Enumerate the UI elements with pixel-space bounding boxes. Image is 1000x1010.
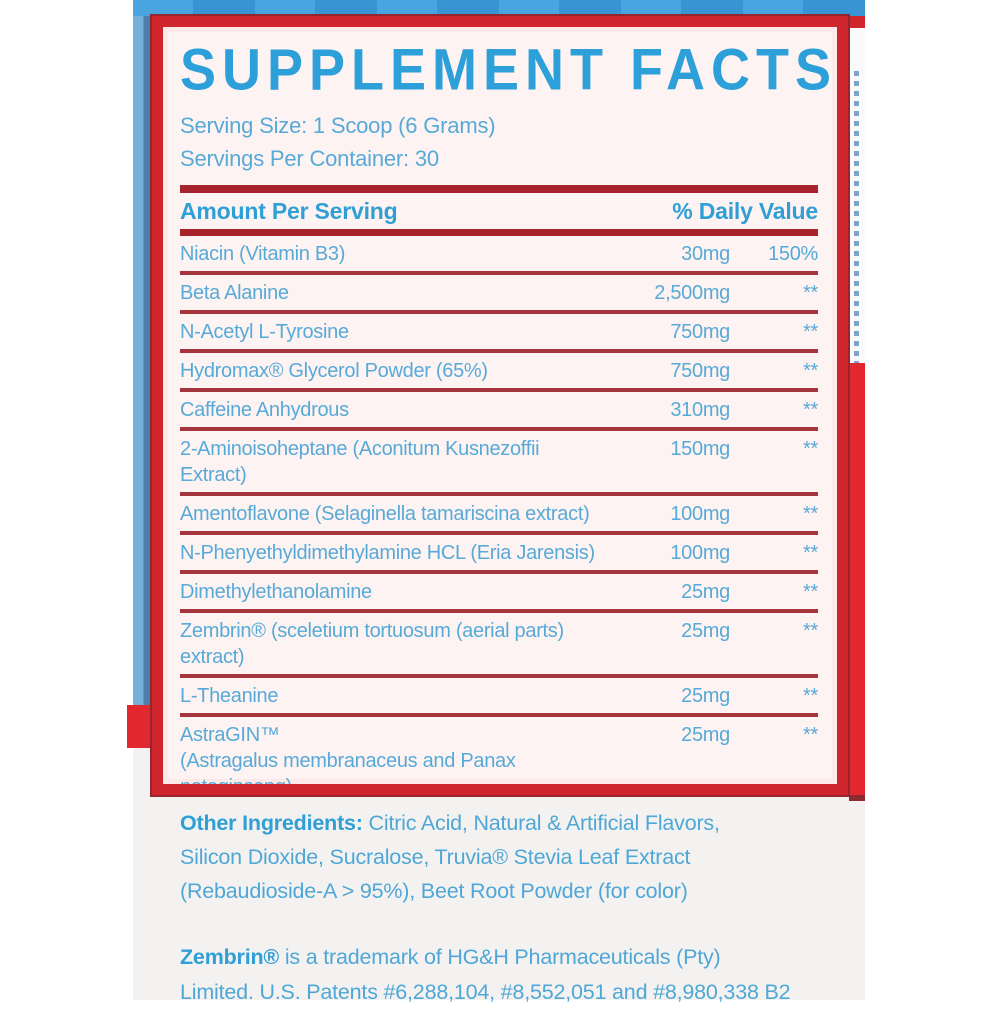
panel-title: SUPPLEMENT FACTS — [180, 37, 838, 103]
ingredient-amount: 25mg — [681, 724, 730, 746]
table-row: L-Theanine 25mg ** — [180, 678, 818, 717]
ingredient-name: Hydromax® Glycerol Powder (65%) — [180, 360, 488, 382]
ingredient-dv: ** — [803, 360, 818, 382]
vertical-microtext — [854, 71, 859, 366]
ingredient-name: 2-Aminoisoheptane (Aconitum Kusnezoffii … — [180, 438, 540, 486]
table-row: Dimethylethanolamine 25mg ** — [180, 574, 818, 613]
ingredient-amount: 2,500mg — [654, 282, 730, 304]
ingredient-dv: ** — [803, 321, 818, 343]
trademark-line2: Limited. U.S. Patents #6,288,104, #8,552… — [180, 980, 791, 1004]
table-row: 2-Aminoisoheptane (Aconitum Kusnezoffii … — [180, 431, 818, 496]
ingredient-dv: ** — [803, 620, 818, 642]
left-blue-strip — [133, 16, 152, 705]
table-row: Caffeine Anhydrous 310mg ** — [180, 392, 818, 431]
ingredient-name: AstraGIN™ — [180, 724, 280, 746]
ingredient-amount: 750mg — [670, 360, 730, 382]
serving-info: Serving Size: 1 Scoop (6 Grams) Servings… — [180, 109, 818, 175]
ingredient-dv: ** — [803, 685, 818, 707]
other-ingredients-paragraph: Other Ingredients: Citric Acid, Natural … — [180, 806, 800, 908]
other-ingredients-label: Other Ingredients: — [180, 811, 363, 835]
other-ingredients-line1: Other Ingredients: Citric Acid, Natural … — [180, 811, 720, 835]
ingredient-name: Amentoflavone (Selaginella tamariscina e… — [180, 503, 590, 525]
ingredient-dv: ** — [803, 503, 818, 525]
ingredient-name: Beta Alanine — [180, 282, 289, 304]
table-row: Hydromax® Glycerol Powder (65%) 750mg ** — [180, 353, 818, 392]
ingredient-name: Caffeine Anhydrous — [180, 399, 349, 421]
ingredient-amount: 100mg — [670, 542, 730, 564]
table-row: N-Phenyethyldimethylamine HCL (Eria Jare… — [180, 535, 818, 574]
other-ingredients-line3: (Rebaudioside-A > 95%), Beet Root Powder… — [180, 879, 688, 903]
ingredient-amount: 150mg — [670, 438, 730, 460]
ingredient-amount: 25mg — [681, 620, 730, 642]
ingredient-name: Dimethylethanolamine — [180, 581, 372, 603]
table-header-row: Amount Per Serving % Daily Value — [180, 193, 818, 229]
supplement-facts-panel: SUPPLEMENT FACTS Serving Size: 1 Scoop (… — [152, 16, 848, 795]
ingredient-amount: 25mg — [681, 685, 730, 707]
serving-size: Serving Size: 1 Scoop (6 Grams) — [180, 113, 496, 138]
divider-bar — [180, 185, 818, 193]
table-row: Niacin (Vitamin B3) 30mg 150% — [180, 236, 818, 275]
ingredient-name: N-Acetyl L-Tyrosine — [180, 321, 349, 343]
left-red-notch — [127, 705, 152, 748]
servings-per-container: Servings Per Container: 30 — [180, 146, 439, 171]
ingredient-dv: 150% — [768, 243, 818, 265]
ingredient-amount: 25mg — [681, 581, 730, 603]
ingredient-name: Zembrin® (sceletium tortuosum (aerial pa… — [180, 620, 564, 668]
ingredient-dv: ** — [803, 581, 818, 603]
ingredient-amount: 30mg — [681, 243, 730, 265]
ingredient-dv: ** — [803, 282, 818, 304]
ingredient-amount: 100mg — [670, 503, 730, 525]
ingredient-dv: ** — [803, 724, 818, 746]
ingredient-name-detail: (Astragalus membranaceus and Panax notog… — [180, 750, 516, 795]
adjacent-panel-red-bar — [849, 363, 865, 801]
adjacent-panel-border — [849, 16, 865, 28]
daily-value-header: % Daily Value — [672, 198, 818, 224]
table-row: AstraGIN™ (Astragalus membranaceus and P… — [180, 717, 818, 795]
ingredient-name: Niacin (Vitamin B3) — [180, 243, 346, 265]
trademark-label: Zembrin® — [180, 945, 280, 969]
table-row: Beta Alanine 2,500mg ** — [180, 275, 818, 314]
table-row: N-Acetyl L-Tyrosine 750mg ** — [180, 314, 818, 353]
table-row: Zembrin® (sceletium tortuosum (aerial pa… — [180, 613, 818, 678]
adjacent-panel-edge — [849, 16, 865, 801]
ingredient-amount: 310mg — [670, 399, 730, 421]
other-ingredients-line2: Silicon Dioxide, Sucralose, Truvia® Stev… — [180, 845, 691, 869]
ingredient-dv: ** — [803, 438, 818, 460]
ingredient-amount: 750mg — [670, 321, 730, 343]
divider-bar — [180, 229, 818, 236]
table-row: Amentoflavone (Selaginella tamariscina e… — [180, 496, 818, 535]
ingredient-name: N-Phenyethyldimethylamine HCL (Eria Jare… — [180, 542, 595, 564]
trademark-line1: Zembrin® is a trademark of HG&H Pharmace… — [180, 945, 721, 969]
amount-per-serving-header: Amount Per Serving — [180, 198, 398, 224]
ingredient-dv: ** — [803, 542, 818, 564]
ingredient-name: L-Theanine — [180, 685, 279, 707]
ingredient-dv: ** — [803, 399, 818, 421]
